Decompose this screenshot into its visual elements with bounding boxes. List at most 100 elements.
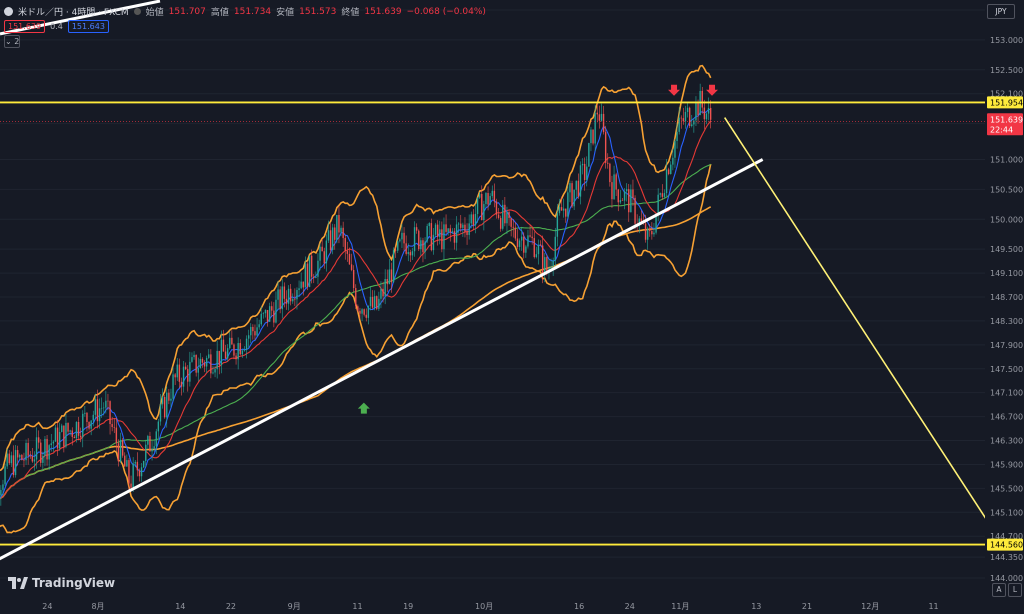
candle-body	[224, 351, 227, 359]
sell-button[interactable]: 151.639	[4, 20, 46, 33]
candle-body	[277, 289, 279, 300]
candle-body	[166, 392, 168, 418]
close-label: 終値	[341, 8, 360, 18]
candle-body	[409, 252, 412, 256]
candle-body	[562, 208, 565, 211]
candle-body	[50, 443, 52, 446]
candle-body	[84, 412, 86, 414]
candle-body	[531, 236, 533, 239]
candle-body	[134, 461, 136, 464]
time-axis: 24 8月 14 22 9月 11 19 10月 16 24 11月 13 21 12月 11	[0, 600, 985, 614]
candle-body	[199, 358, 202, 369]
candle-body	[182, 366, 185, 387]
indicators-collapse-button[interactable]: ⌄ 2	[4, 35, 20, 48]
candle-body	[325, 240, 328, 264]
candle-body	[661, 193, 664, 197]
candle-body	[703, 107, 706, 120]
candle-body	[499, 217, 502, 229]
candle-body	[382, 288, 384, 297]
candle-body	[514, 227, 517, 239]
candle-body	[241, 350, 244, 355]
symbol-title[interactable]: 米ドル／円 · 4時間 · FXCM	[18, 8, 129, 18]
candle-body	[79, 435, 82, 438]
time-tick-label: 11	[928, 602, 938, 611]
candle-body	[674, 141, 676, 158]
candle-body	[46, 438, 48, 460]
candle-body	[352, 269, 355, 289]
candle-body	[117, 443, 120, 462]
candle-body	[58, 431, 61, 449]
candle-body	[462, 224, 464, 228]
log-scale-button[interactable]: L	[1008, 583, 1022, 597]
candle-body	[317, 260, 319, 277]
candle-body	[359, 310, 361, 314]
candle-body	[27, 442, 29, 456]
candle-body	[208, 354, 210, 358]
tradingview-logo: TradingView	[8, 576, 115, 590]
candle-body	[441, 229, 443, 250]
candle-body	[327, 230, 330, 241]
price-tick-label: 150.500	[990, 185, 1023, 194]
candle-body	[23, 460, 25, 461]
price-tick-label: 149.500	[990, 245, 1023, 254]
candle-body	[340, 227, 342, 233]
candle-body	[111, 424, 113, 428]
candle-body	[19, 454, 21, 458]
bollinger-upper	[0, 64, 712, 472]
candle-body	[90, 420, 92, 429]
candle-body	[315, 276, 317, 278]
candle-body	[174, 374, 176, 378]
candle-body	[195, 354, 197, 373]
candle-body	[4, 466, 6, 485]
candle-body	[573, 189, 575, 207]
time-axis-bg	[0, 600, 985, 614]
price-tick-label: 145.900	[990, 460, 1023, 469]
candle-body	[512, 226, 514, 228]
candle-body	[52, 441, 55, 444]
candle-body	[558, 207, 561, 214]
time-tick-label: 10月	[475, 602, 493, 611]
auto-scale-button[interactable]: A	[992, 583, 1006, 597]
candle-body	[54, 427, 57, 442]
current-price-label: 151.639	[990, 115, 1023, 124]
candle-body	[258, 324, 260, 328]
candle-body	[12, 455, 15, 476]
price-tick-label: 148.700	[990, 293, 1023, 302]
candle-body	[67, 422, 69, 432]
candle-body	[688, 107, 691, 127]
candle-body	[96, 399, 99, 422]
price-tick-label: 152.100	[990, 90, 1023, 99]
candle-body	[264, 309, 267, 314]
candle-body	[665, 169, 668, 194]
candle-body	[670, 164, 672, 175]
candle-body	[149, 436, 151, 452]
candle-body	[161, 397, 164, 405]
candle-body	[266, 309, 269, 322]
candle-body	[300, 281, 302, 289]
candle-body	[153, 446, 155, 449]
price-tick-label: 147.900	[990, 341, 1023, 350]
candle-body	[365, 314, 367, 318]
candle-body	[216, 350, 218, 370]
candle-body	[705, 113, 708, 120]
candle-body	[296, 290, 298, 300]
low-value: 151.573	[299, 6, 337, 17]
buy-button[interactable]: 151.643	[67, 20, 109, 33]
candle-body	[611, 182, 613, 200]
candle-body	[443, 224, 445, 250]
candle-body	[21, 454, 23, 461]
candle-body	[401, 232, 403, 240]
candle-body	[439, 229, 441, 237]
open-value: 151.707	[168, 6, 206, 17]
currency-button[interactable]: JPY	[987, 4, 1015, 19]
change-value: −0.068 (−0.04%)	[406, 6, 486, 17]
candle-body	[695, 101, 697, 121]
candle-body	[508, 211, 510, 219]
candle-body	[346, 250, 349, 254]
candle-body	[69, 430, 71, 432]
candle-body	[691, 124, 693, 127]
candle-body	[210, 354, 212, 374]
candle-body	[275, 299, 277, 323]
